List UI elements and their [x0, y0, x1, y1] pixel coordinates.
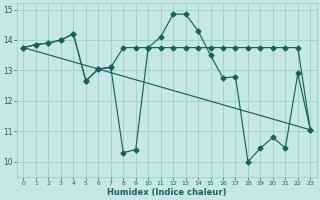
X-axis label: Humidex (Indice chaleur): Humidex (Indice chaleur)	[107, 188, 227, 197]
